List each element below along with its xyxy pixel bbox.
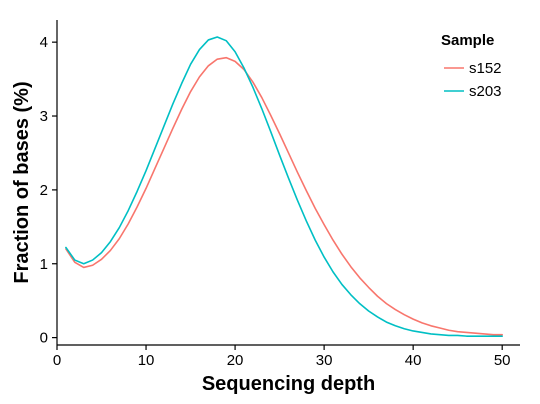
- series-lines: [65, 36, 503, 337]
- legend-title: Sample: [441, 32, 494, 49]
- y-tick-label: 3: [40, 108, 48, 125]
- x-tick-label: 10: [138, 352, 155, 369]
- y-tick-label: 0: [40, 330, 48, 347]
- y-axis-title: Fraction of bases (%): [11, 81, 33, 283]
- x-tick-label: 40: [405, 352, 422, 369]
- x-axis-ticks: 0 10 20 30 40 50: [53, 345, 511, 369]
- y-tick-label: 1: [40, 256, 48, 273]
- series-line-s203: [65, 36, 503, 337]
- y-tick-label: 2: [40, 182, 48, 199]
- legend-label-s203: s203: [469, 83, 502, 100]
- y-tick-label: 4: [40, 34, 48, 51]
- legend: Sample s152 s203: [441, 32, 502, 100]
- legend-items: s152 s203: [444, 60, 502, 100]
- x-tick-label: 50: [494, 352, 511, 369]
- x-axis-title: Sequencing depth: [202, 373, 375, 395]
- x-tick-label: 0: [53, 352, 61, 369]
- series-line-s152: [65, 56, 503, 336]
- x-tick-label: 30: [316, 352, 333, 369]
- legend-label-s152: s152: [469, 60, 502, 77]
- y-axis-ticks: 0 1 2 3 4: [40, 34, 57, 347]
- x-tick-label: 20: [227, 352, 244, 369]
